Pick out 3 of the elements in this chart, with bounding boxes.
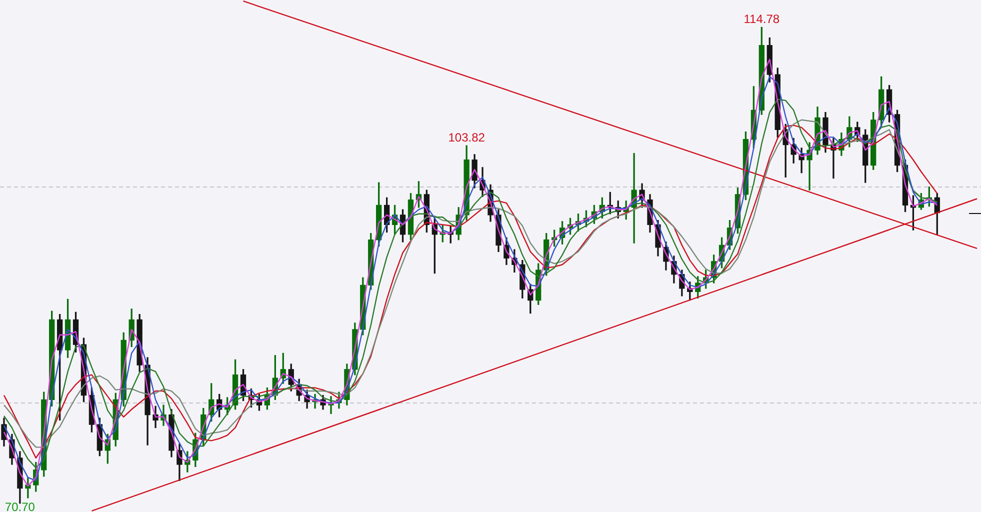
annotation: 103.82 [448, 130, 486, 145]
annotation: 70.70 [4, 500, 36, 512]
annotation: 114.78 [744, 12, 780, 26]
